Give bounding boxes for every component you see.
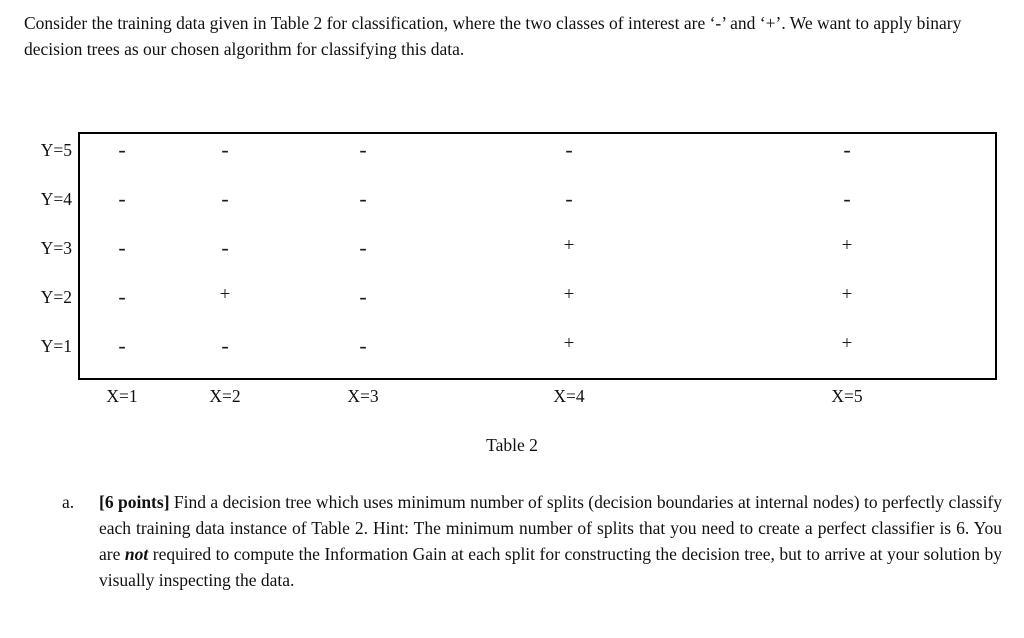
cell-x2-y4: - [221,186,229,211]
cell-x2-y2: + [219,284,231,305]
question-text: [6 points] Find a decision tree which us… [99,489,1002,593]
cell-x4-y1: + [563,333,575,354]
cell-x3-y5: - [359,137,367,162]
cell-x4-y3: + [563,235,575,256]
question-text-part1: Find a decision tree which uses minimum … [99,492,1003,564]
question-text-part2: required to compute the Information Gain… [99,544,1002,590]
data-grid-box [78,132,997,380]
cell-x3-y1: - [359,333,367,358]
question-points-label: [6 points] [99,492,170,512]
cell-x1-y2: - [118,284,126,309]
cell-x4-y5: - [565,137,573,162]
cell-x1-y4: - [118,186,126,211]
y-axis-label-5: Y=5 [40,140,72,160]
intro-paragraph: Consider the training data given in Tabl… [24,13,962,59]
y-axis-label-3: Y=3 [40,238,72,258]
cell-x1-y1: - [118,333,126,358]
data-grid-figure: Y=5 Y=4 Y=3 Y=2 Y=1 - - - - - - - - - - … [40,132,997,406]
cell-x4-y2: + [563,284,575,305]
question-emphasis-not: not [124,544,149,564]
cell-x4-y4: - [565,186,573,211]
table-caption: Table 2 [486,435,538,455]
x-axis-label-5: X=5 [831,386,863,406]
x-axis-label-2: X=2 [209,386,241,406]
cell-x5-y5: - [843,137,851,162]
cell-x3-y3: - [359,235,367,260]
cell-x1-y3: - [118,235,126,260]
y-axis-label-4: Y=4 [40,189,72,209]
cell-x2-y5: - [221,137,229,162]
cell-x1-y5: - [118,137,126,162]
cell-x2-y1: - [221,333,229,358]
cell-x5-y4: - [843,186,851,211]
cell-x5-y3: + [841,235,853,256]
question-list-marker: a. [62,492,75,512]
cell-x5-y2: + [841,284,853,305]
cell-x3-y4: - [359,186,367,211]
y-axis-label-1: Y=1 [40,336,72,356]
x-axis-label-4: X=4 [553,386,585,406]
cell-x5-y1: + [841,333,853,354]
y-axis-label-2: Y=2 [40,287,72,307]
cell-x3-y2: - [359,284,367,309]
cell-x2-y3: - [221,235,229,260]
x-axis-label-1: X=1 [106,386,138,406]
x-axis-label-3: X=3 [347,386,379,406]
